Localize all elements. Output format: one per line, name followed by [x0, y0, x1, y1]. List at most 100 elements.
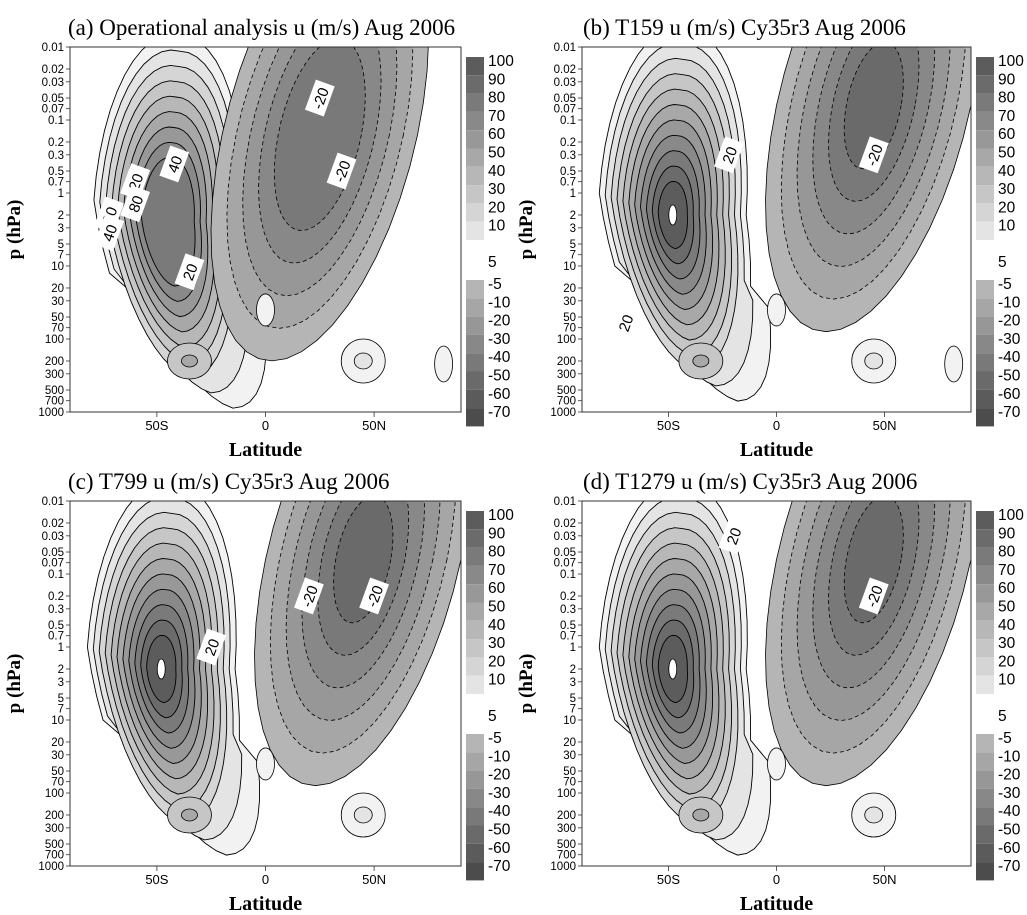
- y-tick-label: 0.01: [42, 496, 64, 508]
- colorbar-swatch: [976, 93, 994, 112]
- colorbar-swatch: [466, 675, 484, 694]
- y-tick-label: 1: [58, 188, 64, 200]
- colorbar-label: 100: [488, 53, 514, 70]
- colorbar: 1009080706050403020105-5-10-20-30-40-50-…: [976, 507, 1024, 881]
- colorbar-swatch: [976, 298, 994, 317]
- y-tick-label: 700: [45, 396, 64, 408]
- colorbar-swatch: [466, 316, 484, 335]
- colorbar-label: -40: [998, 349, 1021, 366]
- colorbar: 1009080706050403020105-5-10-20-30-40-50-…: [976, 53, 1024, 427]
- y-tick-label: 0.02: [42, 518, 64, 530]
- colorbar-label: 50: [488, 145, 506, 162]
- colorbar-swatch: [466, 408, 484, 427]
- x-axis-label: Latitude: [740, 893, 813, 915]
- colorbar-swatch: [466, 807, 484, 826]
- colorbar-swatch: [976, 770, 994, 789]
- y-tick-label: 1000: [38, 861, 64, 873]
- colorbar-label: 30: [488, 635, 506, 652]
- contour-label-text: 20: [202, 637, 224, 658]
- y-tick-label: 0.07: [554, 104, 576, 116]
- colorbar-label: 80: [998, 90, 1016, 107]
- y-tick-label: 0.1: [48, 115, 64, 127]
- contour-label-box: [359, 577, 389, 615]
- colorbar-swatch: [466, 584, 484, 603]
- y-tick-label: 0.2: [560, 591, 576, 603]
- subtropical-jet-core: [181, 808, 198, 822]
- x-tick-label: 50N: [873, 418, 897, 433]
- colorbar-swatch: [976, 130, 994, 149]
- colorbar-label: 90: [488, 71, 506, 88]
- colorbar-label: -60: [488, 386, 511, 403]
- chart-title: (a) Operational analysis u (m/s) Aug 200…: [68, 15, 455, 40]
- colorbar-label: 10: [998, 218, 1016, 235]
- contour-label-box: [858, 577, 889, 615]
- colorbar-swatch: [976, 148, 994, 167]
- y-tick-label: 0.5: [560, 620, 576, 632]
- colorbar-label: -70: [998, 858, 1021, 875]
- colorbar-label: 10: [998, 672, 1016, 689]
- chart-title: (d) T1279 u (m/s) Cy35r3 Aug 2006: [583, 469, 917, 494]
- y-tick-label: 300: [45, 823, 64, 835]
- colorbar-label: 30: [488, 181, 506, 198]
- y-tick-label: 200: [557, 356, 576, 368]
- colorbar-label: 60: [998, 126, 1016, 143]
- x-tick-label: 50N: [873, 872, 897, 887]
- y-tick-label: 30: [563, 296, 576, 308]
- chart-title: (c) T799 u (m/s) Cy35r3 Aug 2006: [68, 469, 390, 494]
- colorbar-label: -5: [998, 276, 1012, 293]
- colorbar-swatch: [466, 825, 484, 844]
- colorbar-swatch: [976, 734, 994, 753]
- y-tick-label: 0.05: [42, 93, 64, 105]
- contour-label-box: [120, 163, 151, 201]
- y-tick-label: 500: [557, 385, 576, 397]
- colorbar-swatch: [466, 511, 484, 530]
- y-tick-label: 30: [51, 750, 64, 762]
- colorbar-label: 5: [488, 708, 497, 725]
- equatorial-island: [256, 747, 275, 781]
- contour-label: -20: [359, 577, 389, 615]
- colorbar-swatch: [466, 57, 484, 76]
- colorbar-label: 20: [998, 199, 1016, 216]
- polar-island: [944, 345, 964, 383]
- easterly-contour-50: [843, 501, 904, 624]
- easterly-contour-50: [843, 47, 904, 170]
- colorbar-label: -5: [488, 276, 502, 293]
- contour-label: 80: [120, 185, 151, 223]
- colorbar-swatch: [466, 734, 484, 753]
- colorbar-swatch: [976, 111, 994, 131]
- y-tick-label: 100: [45, 788, 64, 800]
- contour-label-box: [718, 517, 749, 555]
- colorbar-swatch: [976, 602, 994, 621]
- colorbar-label: 70: [488, 562, 506, 579]
- colorbar-swatch: [976, 565, 994, 585]
- chart-title: (b) T159 u (m/s) Cy35r3 Aug 2006: [583, 15, 906, 40]
- colorbar-swatch: [976, 389, 994, 409]
- contour-label: -20: [858, 577, 889, 615]
- y-tick-label: 20: [51, 737, 64, 749]
- y-tick-label: 2: [570, 664, 576, 676]
- contour-label: -20: [326, 152, 357, 190]
- y-tick-label: 0.05: [42, 547, 64, 559]
- y-tick-label: 0.03: [554, 531, 576, 543]
- colorbar-label: -60: [998, 840, 1021, 857]
- y-tick-label: 0.5: [560, 166, 576, 178]
- colorbar-label: -50: [488, 368, 511, 385]
- y-tick-label: 0.07: [42, 104, 64, 116]
- y-tick-label: 0.01: [554, 496, 576, 508]
- y-tick-label: 100: [45, 334, 64, 346]
- colorbar-swatch: [466, 547, 484, 566]
- colorbar-label: -10: [998, 748, 1021, 765]
- y-tick-label: 700: [557, 850, 576, 862]
- y-tick-label: 0.2: [48, 137, 64, 149]
- contour-label-box: [174, 253, 205, 291]
- y-tick-label: 500: [557, 839, 576, 851]
- colorbar-swatch: [466, 221, 484, 240]
- contour-label-text: 40: [100, 222, 122, 243]
- contour-label-box: [159, 145, 190, 183]
- contour-label-text: -20: [310, 85, 333, 111]
- colorbar-label: -30: [998, 785, 1021, 802]
- contour-label-text: -20: [299, 583, 322, 609]
- colorbar-label: 90: [998, 525, 1016, 542]
- colorbar-swatch: [466, 166, 484, 186]
